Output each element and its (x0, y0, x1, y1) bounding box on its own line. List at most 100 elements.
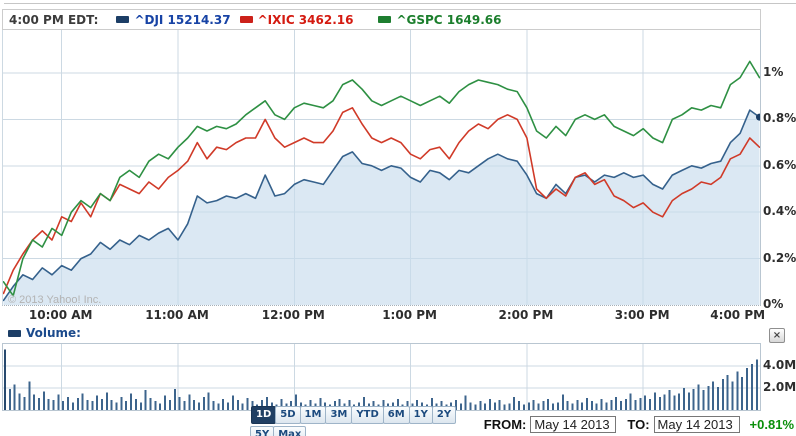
y-tick-label: 0.6% (763, 157, 796, 172)
volume-bar (406, 401, 409, 410)
volume-bar (372, 401, 375, 410)
volume-bar (416, 400, 419, 410)
volume-bar (246, 397, 249, 410)
volume-bar (76, 397, 79, 410)
volume-bar (576, 400, 579, 410)
volume-bar (183, 401, 186, 410)
volume-bar (57, 394, 60, 410)
volume-bar (149, 397, 152, 410)
volume-bar (265, 396, 268, 410)
x-tick-label: 4:00 PM (710, 308, 766, 322)
volume-bar (290, 401, 293, 410)
volume-tick-label: 2.0M (763, 380, 796, 394)
x-axis-labels: 10:00 AM 11:00 AM 12:00 PM 1:00 PM 2:00 PM 3:… (2, 308, 765, 323)
range-button-max[interactable]: Max (273, 426, 307, 436)
volume-chart-plot[interactable] (2, 343, 761, 411)
volume-bar (678, 393, 681, 410)
range-button-2y[interactable]: 2Y (431, 406, 457, 424)
range-button-5y[interactable]: 5Y (250, 426, 275, 436)
range-button-1m[interactable]: 1M (299, 406, 327, 424)
range-button-5d[interactable]: 5D (275, 406, 301, 424)
volume-bar (101, 399, 103, 410)
volume-bar (295, 394, 297, 410)
volume-bar (590, 401, 593, 410)
volume-bar (518, 401, 521, 410)
volume-bar (692, 389, 695, 410)
x-tick-label: 10:00 AM (28, 308, 93, 322)
volume-bar (687, 392, 690, 410)
volume-bar (42, 391, 45, 410)
y-tick-label: 0.2% (763, 250, 796, 265)
volume-bar (120, 396, 123, 410)
volume-bar (227, 402, 230, 410)
price-chart-svg (3, 30, 760, 305)
range-button-1d[interactable]: 1D (251, 406, 277, 424)
volume-bar (91, 401, 94, 410)
volume-bar (382, 400, 385, 410)
volume-bar (615, 396, 618, 410)
change-percent-badge: +0.81% (749, 416, 794, 432)
volume-bar (52, 400, 55, 410)
volume-bar (47, 399, 50, 410)
x-tick-label: 2:00 PM (498, 308, 554, 322)
ixic-line (3, 107, 760, 295)
volume-bar (610, 400, 613, 410)
volume-bar (522, 404, 525, 410)
volume-bar (130, 393, 133, 410)
volume-bar (154, 401, 157, 410)
volume-bar (712, 381, 715, 410)
volume-bar (697, 384, 700, 410)
volume-bar (469, 402, 472, 410)
volume-bar (673, 395, 676, 410)
volume-bar (430, 397, 433, 410)
from-date-input[interactable] (530, 415, 617, 433)
legend-item-label: ^DJI 15214.37 (134, 12, 231, 27)
volume-bar (653, 392, 656, 410)
volume-bar (741, 377, 744, 410)
volume-bar (338, 399, 341, 410)
volume-bar (33, 394, 36, 410)
volume-bar (707, 385, 710, 410)
volume-bar (658, 396, 661, 410)
volume-bar (464, 395, 467, 410)
volume-bar (513, 396, 516, 410)
legend-item-gspc: ^GSPC 1649.66 (378, 13, 501, 27)
range-button-1y[interactable]: 1Y (408, 406, 433, 424)
volume-bar (639, 397, 642, 410)
copyright-label: © 2013 Yahoo! Inc. (8, 294, 102, 306)
volume-bar (571, 403, 574, 410)
volume-bar (644, 395, 647, 410)
volume-bar (498, 400, 501, 410)
legend-swatch-icon (239, 16, 253, 23)
volume-bar (595, 403, 598, 410)
dji-area-fill (3, 110, 760, 305)
range-button-3m[interactable]: 3M (325, 406, 353, 424)
volume-bar (23, 396, 26, 410)
volume-bar (86, 400, 89, 410)
price-chart-plot[interactable] (2, 30, 761, 306)
volume-bar (746, 368, 748, 410)
range-buttons: 1D 5D 1M 3M YTD 6M 1Y 2Y 5Y Max (250, 404, 469, 436)
volume-bar (96, 395, 99, 410)
range-button-6m[interactable]: 6M (382, 406, 410, 424)
volume-bar (605, 402, 608, 410)
volume-bar (503, 404, 506, 410)
volume-bar (67, 396, 69, 410)
volume-swatch (8, 329, 21, 337)
volume-bar (586, 397, 588, 410)
legend-swatch-icon (378, 16, 392, 23)
range-button-ytd[interactable]: YTD (351, 406, 384, 424)
dji-endpoint-dot (756, 113, 760, 121)
volume-bar (217, 403, 220, 410)
volume-bar (537, 403, 540, 410)
volume-bar (168, 400, 171, 410)
volume-bar (309, 400, 312, 410)
volume-bar (241, 403, 244, 410)
volume-bar (37, 397, 40, 410)
volume-bar (668, 390, 671, 410)
volume-bar (474, 404, 477, 410)
close-button[interactable]: × (769, 328, 785, 343)
to-date-input[interactable] (653, 415, 740, 433)
